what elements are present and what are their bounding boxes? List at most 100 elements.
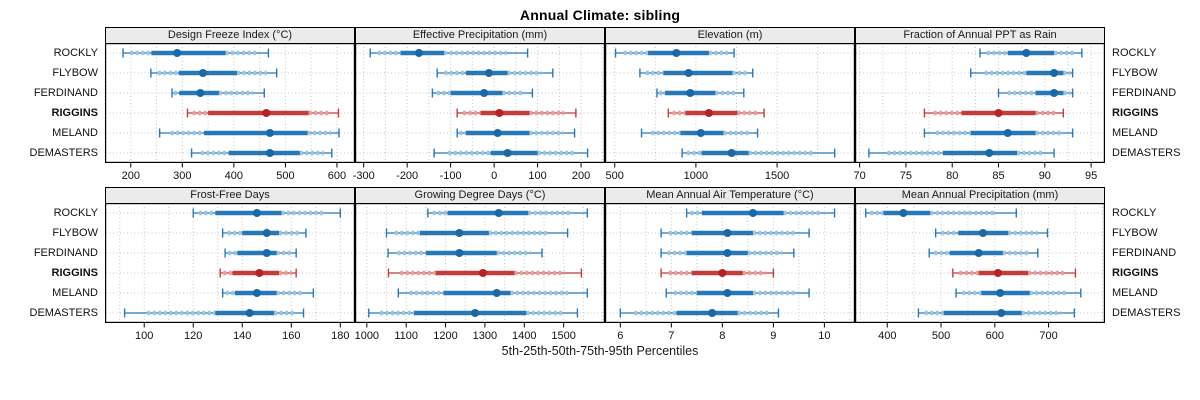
median-dot [198, 69, 207, 77]
median-dot [414, 49, 423, 57]
station-label-meland: MELAND [1112, 127, 1158, 139]
row-rockly [369, 48, 529, 58]
row-demasters [868, 148, 1055, 158]
axis-tick-label: 95 [1085, 170, 1097, 182]
row-rockly [979, 48, 1083, 58]
row-riggins [667, 108, 765, 118]
station-label-rockly: ROCKLY [53, 47, 98, 59]
station-label-demasters: DEMASTERS [29, 147, 98, 159]
axis-tick-label: 90 [1039, 170, 1051, 182]
row-meland [397, 288, 588, 298]
station-label-meland: MELAND [1112, 287, 1158, 299]
median-dot [480, 89, 489, 97]
row-ferdinand [997, 88, 1074, 98]
axis-tick-label: 1200 [433, 330, 457, 342]
station-label-flybow: FLYBOW [1112, 227, 1158, 239]
row-demasters [368, 308, 579, 318]
station-label-demasters: DEMASTERS [29, 307, 98, 319]
axis-tick-label: 140 [233, 330, 251, 342]
panel-mean-annual-air-temperature-c: 6 7 8 9 10 [605, 203, 856, 342]
axis-tick-label: 100 [135, 330, 153, 342]
panel-border [105, 203, 356, 324]
axis-tick-label: 400 [225, 170, 243, 182]
median-dot [974, 249, 983, 257]
row-riggins [219, 268, 297, 278]
station-label-ferdinand: FERDINAND [33, 87, 98, 99]
median-dot [723, 229, 732, 237]
median-dot [503, 149, 512, 157]
median-dot [899, 209, 908, 217]
station-label-meland: MELAND [52, 287, 98, 299]
panel-cell-growing-degree-days-c: Growing Degree Days (°C) 1000 1100 1200 1300… [355, 187, 606, 343]
row-demasters [681, 148, 836, 158]
row-flybow [385, 228, 569, 238]
station-label-meland: MELAND [52, 127, 98, 139]
axis-tick-label: -300 [353, 170, 375, 182]
row-rockly [122, 48, 270, 58]
median-dot [978, 229, 987, 237]
row-flybow [660, 228, 810, 238]
strip-label: Frost-Free Days [105, 187, 355, 203]
median-dot [262, 229, 271, 237]
median-dot [245, 309, 254, 317]
median-dot [994, 109, 1003, 117]
panel-fraction-of-annual-ppt-as-rain: 70 75 80 85 90 95 [854, 43, 1106, 182]
median-dot [727, 149, 736, 157]
row-riggins [952, 268, 1077, 278]
median-dot [985, 149, 994, 157]
axis-tick-label: 100 [528, 170, 546, 182]
axis-tick-label: 500 [932, 330, 950, 342]
panel-cell-mean-annual-air-temperature-c: Mean Annual Air Temperature (°C) 6 7 8 9 10 [605, 187, 856, 343]
strip-label: Elevation (m) [605, 27, 855, 43]
station-label-rockly: ROCKLY [1112, 47, 1157, 59]
row-ferdinand [660, 248, 795, 258]
median-dot [492, 289, 501, 297]
row-rockly [427, 208, 588, 218]
row-ferdinand [928, 248, 1039, 258]
panel-cell-effective-precipitation-mm: Effective Precipitation (mm) -300 -200 -100… [353, 27, 606, 183]
axis-tick-label: 0 [491, 170, 497, 182]
median-dot [723, 289, 732, 297]
axis-tick-label: 80 [946, 170, 958, 182]
axis-tick-label: 1400 [512, 330, 536, 342]
axis-tick-label: 300 [173, 170, 191, 182]
panel-growing-degree-days-c: 1000 1100 1200 1300 1400 1500 [355, 203, 606, 342]
median-dot [704, 109, 713, 117]
row-demasters [123, 308, 305, 318]
axis-tick-label: 7 [668, 330, 674, 342]
axis-tick-label: 8 [719, 330, 725, 342]
median-dot [1050, 69, 1059, 77]
panel-cell-elevation-m: Elevation (m) 500 1000 1500 [605, 27, 856, 183]
median-dot [672, 49, 681, 57]
axis-tick-label: 600 [328, 170, 346, 182]
median-dot [495, 109, 504, 117]
axis-tick-label: 1300 [473, 330, 497, 342]
panel-elevation-m: 500 1000 1500 [605, 43, 856, 182]
median-dot [718, 269, 727, 277]
station-label-demasters: DEMASTERS [1112, 147, 1181, 159]
panel-border [855, 43, 1106, 164]
row-demasters [917, 308, 1076, 318]
median-dot [255, 269, 264, 277]
row-flybow [221, 228, 307, 238]
station-label-rockly: ROCKLY [1112, 207, 1157, 219]
panel-effective-precipitation-mm: -300 -200 -100 0 100 200 [353, 43, 606, 182]
row-rockly [685, 208, 836, 218]
station-label-ferdinand: FERDINAND [33, 247, 98, 259]
station-label-ferdinand: FERDINAND [1112, 247, 1177, 259]
strip-label: Growing Degree Days (°C) [355, 187, 605, 203]
row-rockly [614, 48, 735, 58]
row-riggins [923, 108, 1065, 118]
panel-border [605, 203, 856, 324]
axis-tick-label: 500 [276, 170, 294, 182]
row-meland [456, 128, 576, 138]
median-dot [252, 289, 261, 297]
axis-tick-label: 1500 [551, 330, 575, 342]
row-ferdinand [656, 88, 745, 98]
row-flybow [934, 228, 1049, 238]
median-dot [494, 209, 503, 217]
axis-tick-label: 200 [122, 170, 140, 182]
row-flybow [639, 68, 754, 78]
median-dot [471, 309, 480, 317]
panel-mean-annual-precipitation-mm: 400 500 600 700 [855, 203, 1106, 342]
